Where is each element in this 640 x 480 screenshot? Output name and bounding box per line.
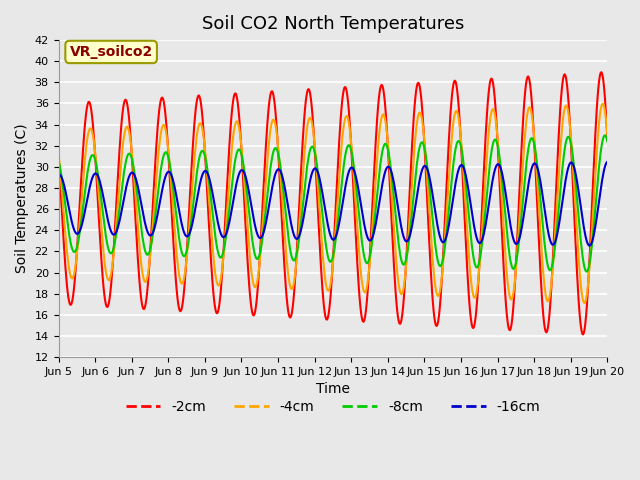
Text: VR_soilco2: VR_soilco2 xyxy=(70,45,153,59)
Legend: -2cm, -4cm, -8cm, -16cm: -2cm, -4cm, -8cm, -16cm xyxy=(120,395,546,420)
X-axis label: Time: Time xyxy=(316,382,350,396)
Title: Soil CO2 North Temperatures: Soil CO2 North Temperatures xyxy=(202,15,464,33)
Y-axis label: Soil Temperatures (C): Soil Temperatures (C) xyxy=(15,124,29,274)
